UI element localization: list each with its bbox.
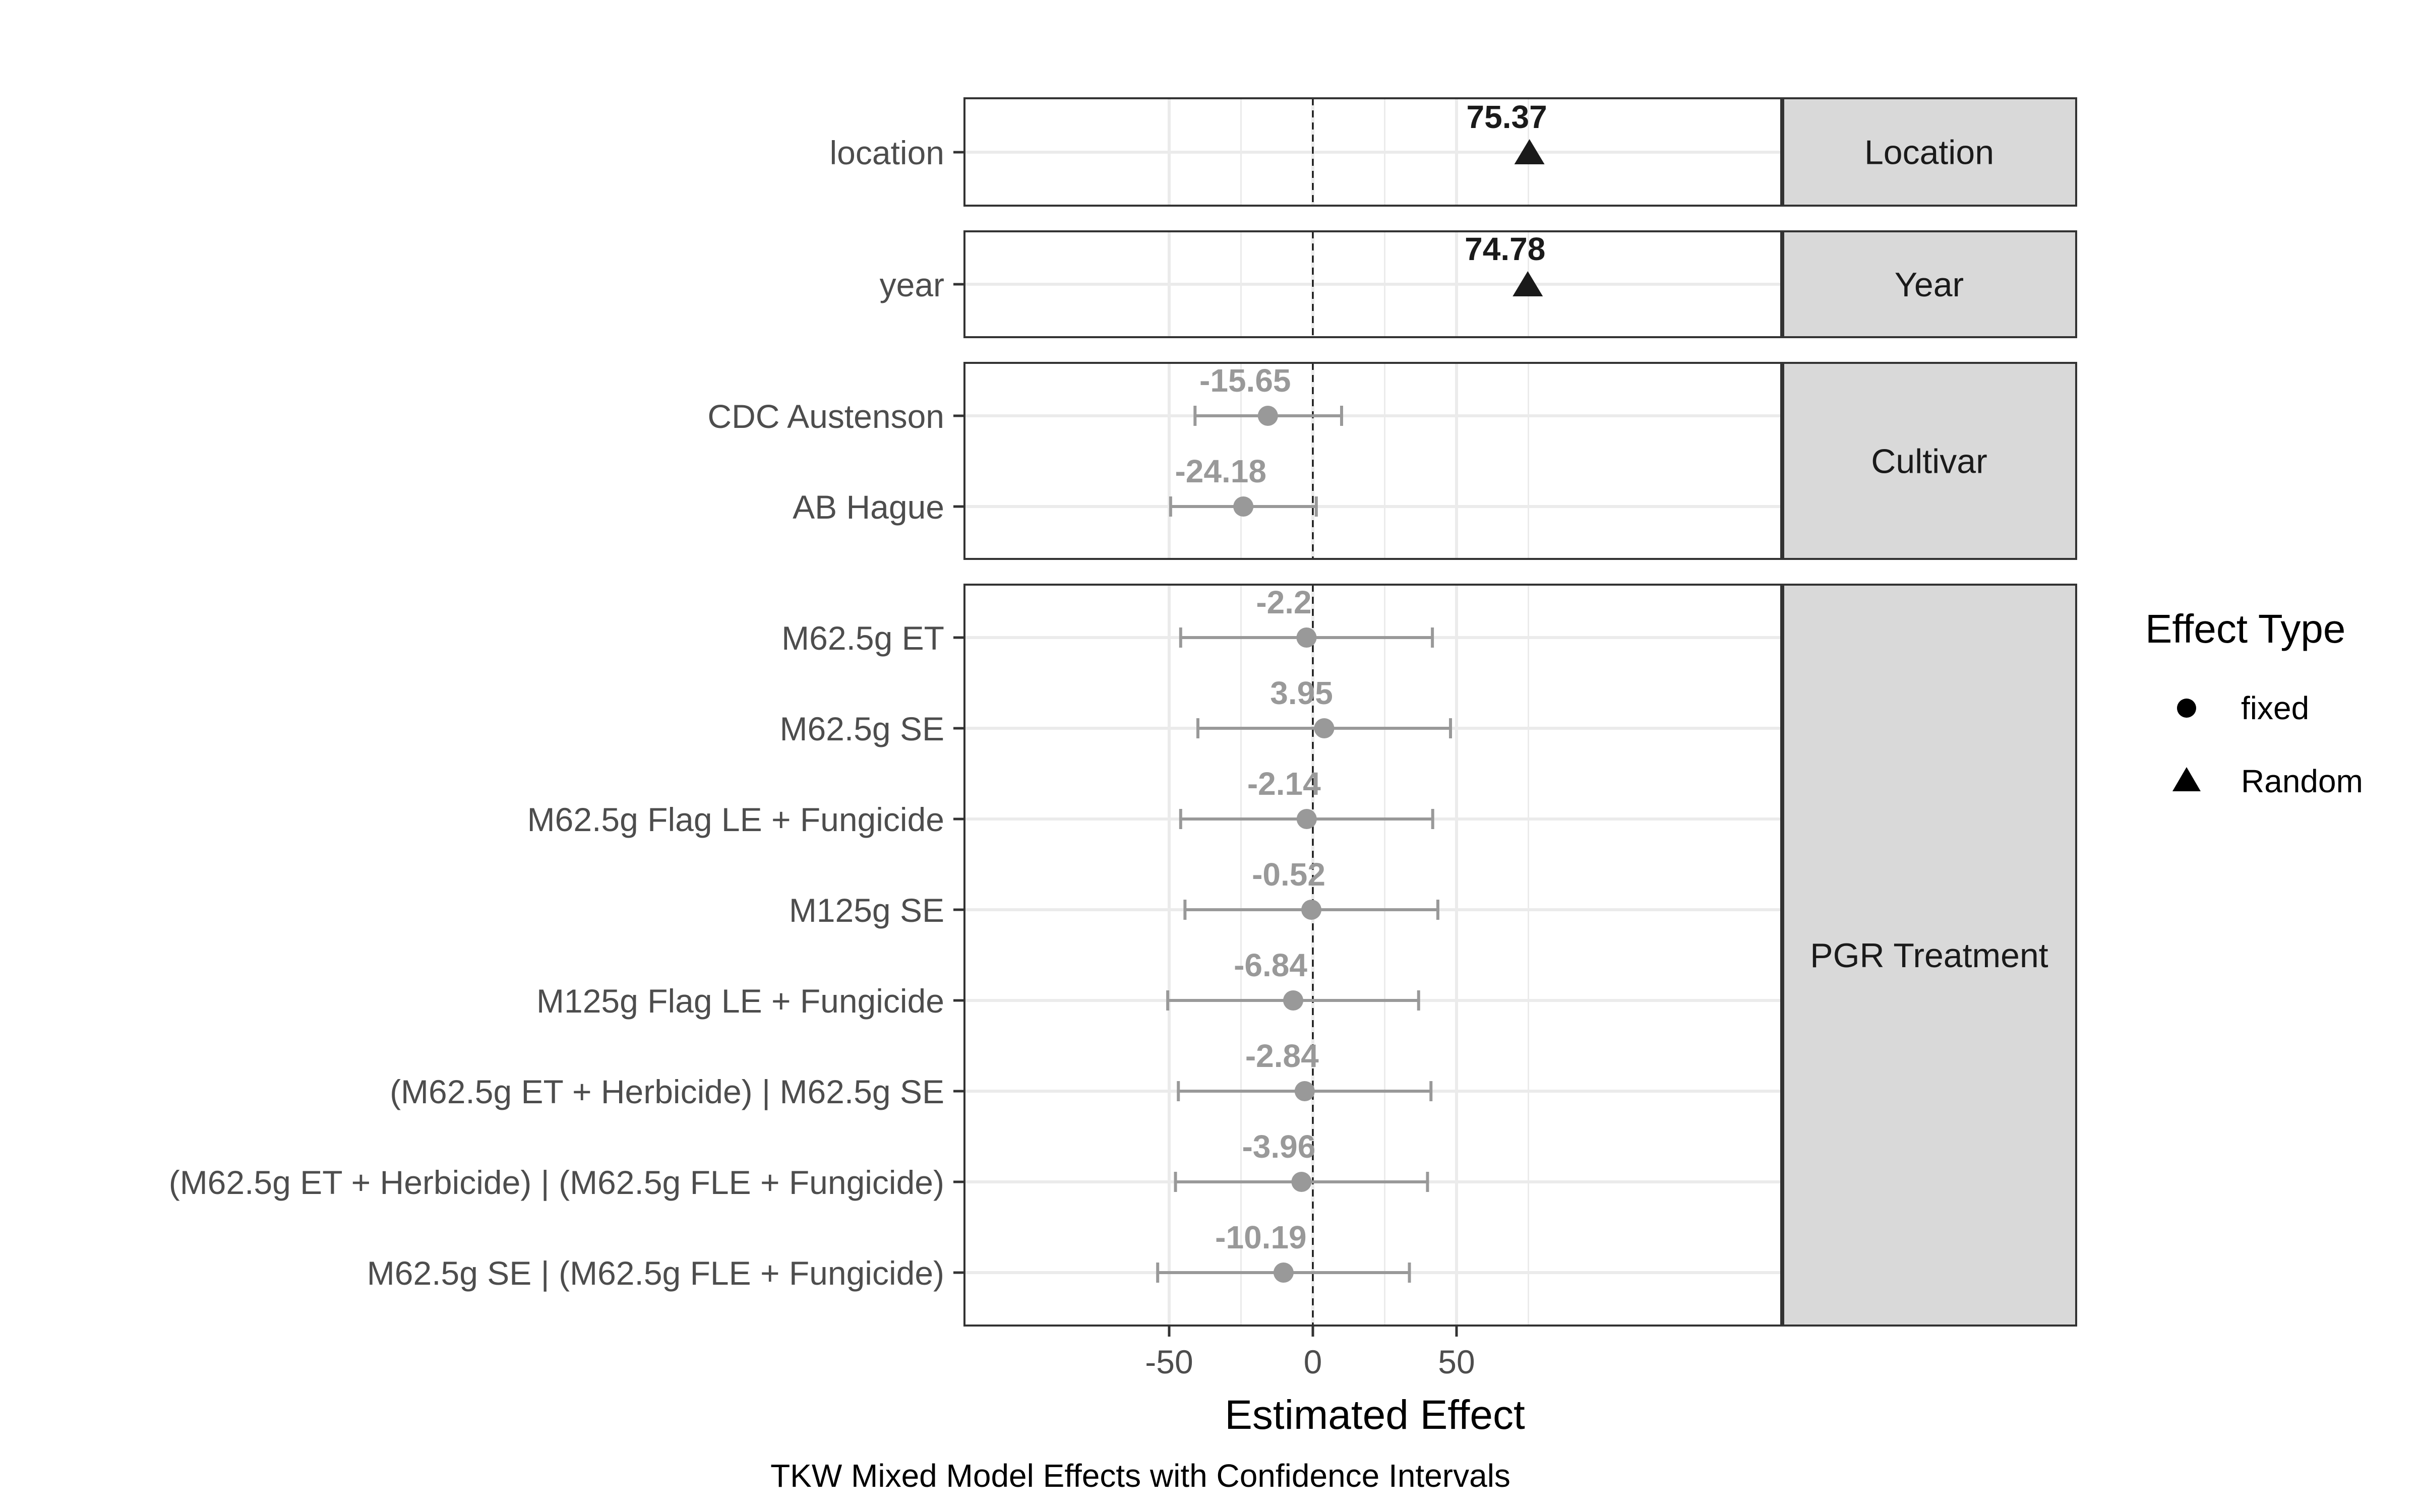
legend-key-fixed [2177,699,2196,718]
point-fixed-circle [1314,718,1335,738]
y-tick-label: M125g SE [789,892,944,929]
y-tick-label: M125g Flag LE + Fungicide [536,982,944,1020]
point-random-triangle [1514,139,1545,164]
point-fixed-circle [1233,496,1254,517]
y-tick-label: (M62.5g ET + Herbicide) | M62.5g SE [390,1073,944,1110]
point-value-label: 3.95 [1270,675,1333,711]
y-tick-label: M62.5g SE [779,710,944,747]
legend-label-random: Random [2241,763,2363,799]
legend-title: Effect Type [2145,606,2345,651]
y-tick-label: location [830,134,945,171]
x-axis-title: Estimated Effect [1225,1392,1525,1438]
point-value-label: -10.19 [1215,1219,1306,1255]
facet-strip [1781,230,2077,338]
point-fixed-circle [1257,406,1278,426]
y-tick-label: M62.5g ET [781,619,944,657]
x-tick-label: 50 [1438,1343,1475,1380]
point-value-label: 74.78 [1465,231,1545,267]
point-value-label: 75.37 [1467,99,1547,135]
point-random-triangle [1512,271,1543,296]
y-tick-label: CDC Austenson [707,398,944,435]
facet-panel-year: Year year 74.78 [880,230,2077,338]
x-tick-label: -50 [1145,1343,1193,1380]
point-fixed-circle [1283,990,1304,1011]
point-fixed-circle [1296,627,1317,648]
facet-panel-pgr-treatment: PGR Treatment M62.5g ET -2.2 M62.5g SE 3.95 M… [169,584,2077,1327]
point-value-label: -2.84 [1245,1038,1319,1074]
y-tick-label: (M62.5g ET + Herbicide) | (M62.5g FLE + … [169,1164,944,1201]
facet-strip-label: PGR Treatment [1810,936,2048,975]
facet-panel-cultivar: Cultivar CDC Austenson -15.65 AB Hague -24.1… [707,362,2077,560]
facet-strip [1781,97,2077,207]
y-tick-label: M62.5g Flag LE + Fungicide [527,801,944,838]
facet-strip [1781,362,2077,560]
facet-strip [1781,584,2077,1327]
point-value-label: -2.14 [1247,766,1321,802]
y-tick-label: AB Hague [793,488,944,526]
point-value-label: -0.52 [1252,856,1325,893]
point-value-label: -6.84 [1234,947,1307,983]
point-fixed-circle [1291,1172,1312,1192]
legend-key-random [2172,767,2201,791]
x-tick-label: 0 [1304,1343,1322,1380]
facet-panel-location: Location location 75.37 [830,97,2077,207]
legend-label-fixed: fixed [2241,690,2309,726]
plot-caption: TKW Mixed Model Effects with Confidence … [770,1458,1510,1494]
panel-background [964,585,1782,1326]
facet-strip-label: Cultivar [1871,443,1987,481]
facet-strip-label: Location [1864,134,1994,172]
point-fixed-circle [1273,1263,1294,1283]
y-tick-label: year [880,266,944,303]
point-value-label: -15.65 [1199,362,1291,399]
panels-layer: Location location 75.37 Year year 74.78 Cultiv… [169,97,2077,1327]
point-fixed-circle [1294,1081,1315,1101]
point-fixed-circle [1301,900,1322,920]
point-value-label: -24.18 [1175,453,1266,489]
x-axis: -50 0 50 [1145,1326,1475,1380]
legend: Effect Type fixed Random [2145,606,2363,799]
point-fixed-circle [1296,809,1317,829]
point-value-label: -3.96 [1242,1128,1315,1165]
y-tick-label: M62.5g SE | (M62.5g FLE + Fungicide) [367,1254,944,1292]
panel-background [964,363,1782,559]
point-value-label: -2.2 [1256,584,1311,620]
facet-strip-label: Year [1895,266,1964,304]
